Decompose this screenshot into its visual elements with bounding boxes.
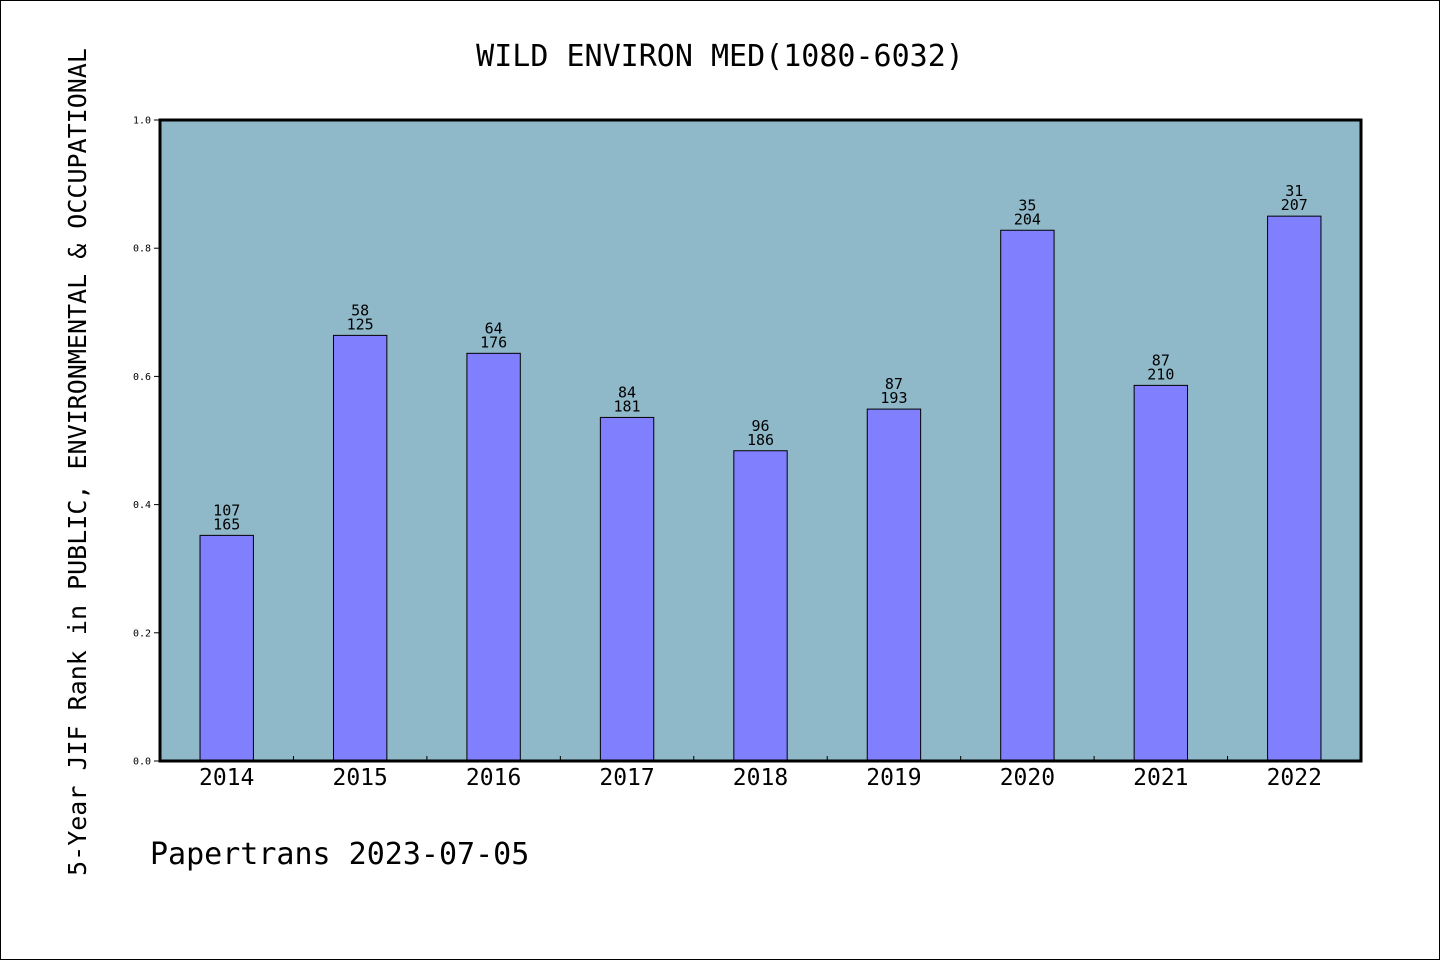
- bar-2016: [466, 352, 521, 762]
- bar-total-label: 125: [347, 315, 374, 333]
- bar-2017: [599, 416, 655, 762]
- bar-rank-label: 84: [618, 383, 636, 401]
- chart-title: WILD ENVIRON MED(1080-6032): [476, 39, 964, 74]
- bar-total-label: 181: [614, 397, 641, 415]
- footer-credit: Papertrans 2023-07-05: [150, 837, 529, 872]
- bar-rank-label: 35: [1018, 196, 1036, 214]
- x-tick-label: 2017: [599, 765, 654, 791]
- x-tick-label: 2015: [332, 765, 387, 791]
- bar-total-label: 207: [1281, 196, 1308, 214]
- y-tick-label: 1.0: [133, 116, 151, 127]
- bar-total-label: 210: [1147, 365, 1174, 383]
- y-tick-label: 0.0: [133, 757, 151, 768]
- bar-rank-label: 58: [351, 301, 369, 319]
- bar-2015: [332, 334, 388, 762]
- x-tick-label: 2021: [1133, 765, 1188, 791]
- x-tick-label: 2020: [1000, 765, 1055, 791]
- y-axis-label: 5-Year JIF Rank in PUBLIC, ENVIRONMENTAL…: [63, 48, 92, 876]
- x-tick-label: 2014: [199, 765, 254, 791]
- x-tick-label: 2022: [1267, 765, 1322, 791]
- bar-2018: [733, 450, 788, 762]
- bar-total-label: 204: [1014, 210, 1041, 228]
- y-tick-label: 0.2: [133, 628, 151, 639]
- x-tick-label: 2019: [866, 765, 921, 791]
- bar-rank-label: 87: [1152, 351, 1170, 369]
- bar-rank-label: 87: [885, 375, 903, 393]
- y-tick-label: 0.6: [133, 372, 151, 383]
- x-tick-label: 2018: [733, 765, 788, 791]
- y-tick-label: 0.4: [133, 500, 151, 511]
- bar-total-label: 186: [747, 431, 774, 449]
- y-axis-ticks: 0.0 0.2 0.4 0.6 0.8 1.0: [133, 116, 160, 768]
- bar-rank-label: 96: [751, 417, 769, 435]
- x-axis-ticks: 2014 2015 2016 2017 2018 2019 2020 2021 2022: [199, 756, 1322, 791]
- bar-rank-label: 107: [213, 501, 240, 519]
- plot-border: [158, 118, 1363, 763]
- bar-total-label: 176: [480, 333, 507, 351]
- x-tick-label: 2016: [466, 765, 521, 791]
- bar-rank-label: 31: [1285, 182, 1303, 200]
- y-tick-label: 0.8: [133, 244, 151, 255]
- bar-rank-label: 64: [485, 319, 503, 337]
- bar-2020: [1000, 229, 1055, 762]
- bar-2014: [199, 534, 254, 762]
- bar-total-label: 165: [213, 515, 240, 533]
- bar-2022: [1267, 215, 1322, 762]
- bars: [199, 215, 1322, 762]
- bar-2019: [866, 408, 922, 762]
- bar-2021: [1133, 384, 1189, 762]
- bar-total-label: 193: [880, 389, 907, 407]
